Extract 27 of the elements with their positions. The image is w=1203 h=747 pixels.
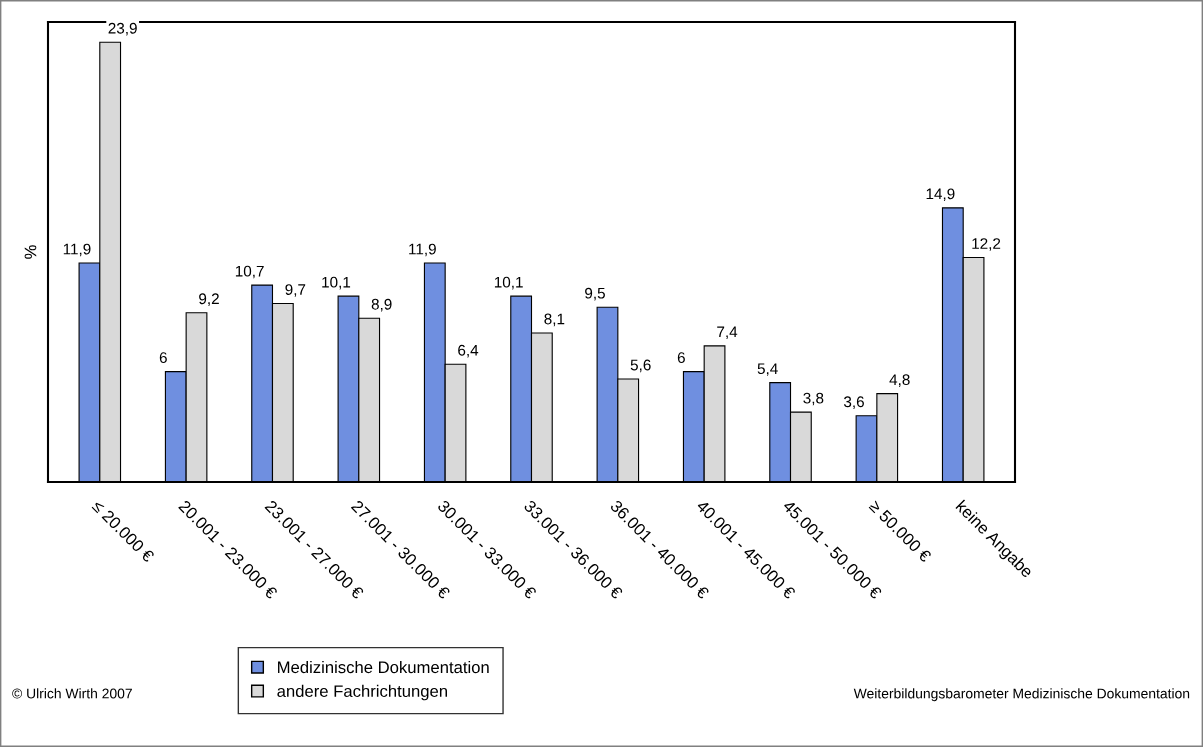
text: © Ulrich Wirth 2007 [12,688,132,699]
data-label: 8,9 [371,298,392,312]
data-label: 4,8 [889,374,910,387]
data-label: 5,4 [757,363,778,376]
data-label: 11,9 [63,243,91,257]
data-label: 10,7 [235,265,264,279]
data-label: 14,9 [926,188,955,202]
data-label: 6,4 [458,344,479,358]
data-label: 10,1 [322,276,351,290]
data-label: 12,2 [972,238,1001,251]
legend-label: Medizinische Dokumentation [278,660,489,674]
legend-label: andere Fachrichtungen [277,684,447,701]
data-label: 5,6 [630,359,651,373]
data-label: 11,9 [409,243,436,257]
data-label: 6 [677,352,685,364]
data-label: 3,6 [843,396,864,409]
data-label: 23,9 [108,22,137,36]
data-label: 7,4 [717,326,738,340]
data-label: 8,1 [544,313,565,327]
data-label: 3,8 [803,392,824,406]
y-axis-title: % [24,245,37,259]
data-label: 6 [159,352,167,364]
data-label: 10,1 [494,276,523,290]
data-label: 9,7 [285,284,306,297]
data-label: 9,5 [585,287,605,301]
text: Weiterbildungsbarometer Medizinische Dokumentation [853,688,1190,702]
data-label: 9,2 [199,293,219,306]
